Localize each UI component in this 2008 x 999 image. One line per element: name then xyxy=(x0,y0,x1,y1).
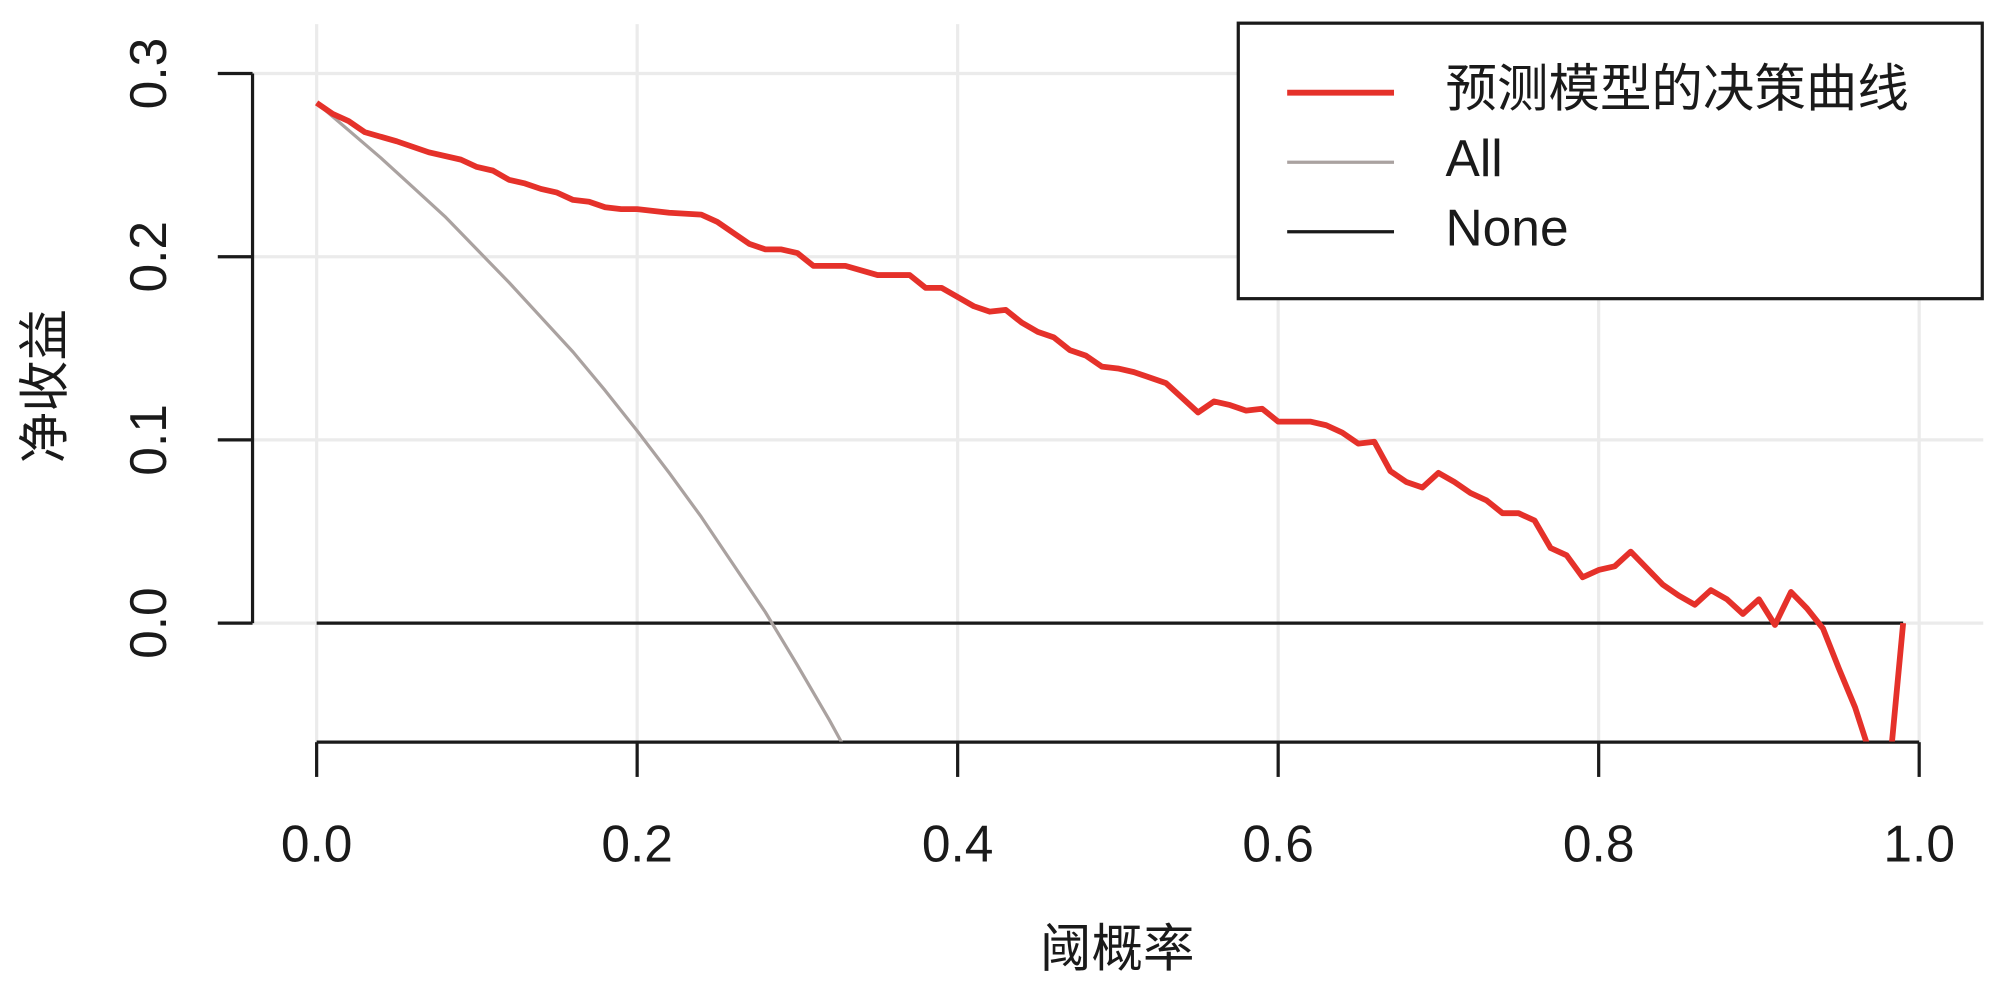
x-tick-label: 0.8 xyxy=(1563,814,1635,872)
x-axis-title: 阈概率 xyxy=(1040,919,1194,977)
x-tick-label: 0.2 xyxy=(601,814,673,872)
y-tick-label: 0.3 xyxy=(119,38,177,110)
y-tick-label: 0.2 xyxy=(119,221,177,293)
legend-label: None xyxy=(1446,198,1569,256)
x-tick-label: 0.0 xyxy=(281,814,353,872)
x-tick-label: 1.0 xyxy=(1883,814,1955,872)
x-tick-label: 0.4 xyxy=(922,814,994,872)
series-line xyxy=(315,100,1907,742)
x-tick-label: 0.6 xyxy=(1242,814,1314,872)
y-tick-label: 0.0 xyxy=(119,587,177,659)
y-tick-label: 0.1 xyxy=(119,404,177,476)
legend-label: 预测模型的决策曲线 xyxy=(1446,59,1909,117)
y-axis-title: 净收益 xyxy=(16,309,74,463)
series-line xyxy=(315,101,843,742)
plot-area xyxy=(315,100,1907,742)
legend-label: All xyxy=(1446,129,1503,187)
